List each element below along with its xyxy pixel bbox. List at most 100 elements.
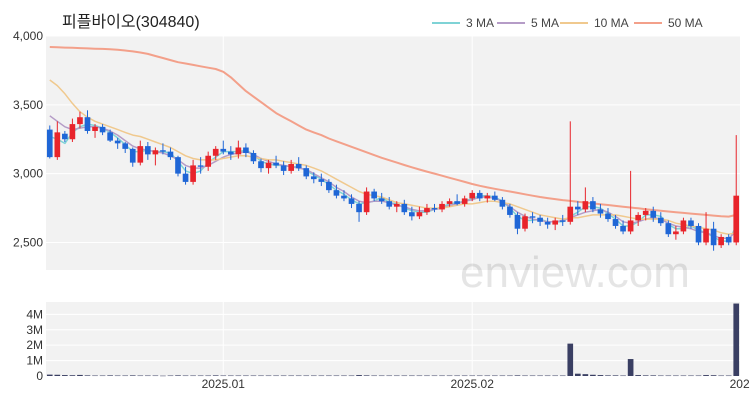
candle-body: [454, 201, 460, 204]
volume-bar: [680, 375, 687, 377]
candle-body: [393, 203, 400, 207]
volume-bar: [265, 375, 272, 377]
volume-bar: [650, 375, 657, 376]
volume-bar: [476, 375, 483, 377]
candle-body: [137, 146, 144, 163]
volume-bar: [145, 375, 151, 377]
volume-bar: [507, 375, 513, 377]
price-tick-label: 2,500: [13, 235, 43, 249]
volume-bar: [99, 375, 106, 377]
candle-body: [77, 117, 83, 125]
volume-bar: [409, 375, 415, 377]
candle-body: [363, 191, 370, 213]
volume-tick-label: 1M: [26, 354, 43, 368]
candle-body: [590, 201, 596, 210]
volume-tick-label: 0: [36, 369, 43, 383]
volume-bar: [657, 375, 664, 377]
candle-body: [582, 201, 589, 210]
candle-body: [107, 132, 113, 141]
candle-body: [537, 217, 543, 222]
candle-body: [559, 220, 566, 222]
candle-body: [688, 220, 694, 226]
volume-bar: [62, 375, 68, 376]
volume-bar: [243, 375, 249, 377]
candle-body: [665, 223, 672, 235]
candle-body: [114, 140, 121, 144]
legend-label: 10 MA: [594, 16, 629, 30]
candle-body: [574, 206, 581, 210]
volume-bar: [378, 375, 385, 377]
volume-bar: [627, 359, 634, 376]
volume-bar: [205, 375, 212, 377]
volume-bar: [590, 374, 596, 376]
candle-body: [431, 208, 438, 210]
volume-bar: [597, 375, 604, 376]
volume-bar: [356, 375, 362, 376]
candle-body: [99, 126, 106, 133]
volume-bar: [544, 375, 551, 377]
candle-body: [409, 212, 415, 217]
candle-body: [642, 210, 649, 215]
date-tick-label: 2025.01: [202, 377, 246, 391]
candle-body: [54, 132, 61, 158]
volume-bar: [492, 375, 498, 377]
volume-bar: [310, 375, 317, 377]
candle-body: [303, 168, 310, 177]
candle-body: [673, 231, 679, 235]
candle-body: [212, 148, 219, 156]
candle-body: [295, 164, 302, 169]
volume-bar: [363, 375, 370, 376]
volume-bar: [129, 375, 136, 376]
volume-tick-label: 2M: [26, 338, 43, 352]
candle-body: [197, 165, 204, 167]
volume-bar: [167, 375, 174, 377]
volume-bar: [137, 375, 144, 377]
volume-bar: [522, 375, 528, 377]
volume-bar: [582, 374, 589, 376]
candle-body: [326, 181, 332, 191]
volume-bar: [295, 375, 302, 377]
volume-bar: [688, 375, 694, 377]
date-tick-label: 2025.03: [730, 377, 750, 391]
candle-body: [605, 213, 611, 220]
candle-body: [348, 198, 355, 204]
volume-bar: [114, 375, 121, 377]
candle-body: [167, 151, 174, 158]
candle-body: [424, 208, 430, 213]
candle-body: [507, 206, 513, 215]
volume-bar: [160, 375, 166, 377]
candle-body: [160, 150, 166, 152]
volume-bar: [175, 375, 181, 376]
volume-bar: [605, 375, 611, 376]
volume-bars: [46, 303, 740, 377]
candle-body: [333, 190, 340, 196]
candle-body: [627, 220, 634, 232]
volume-bar: [280, 375, 287, 377]
volume-bar: [84, 375, 91, 376]
volume-bar: [401, 375, 408, 377]
candle-body: [341, 195, 347, 199]
volume-bar: [461, 375, 468, 377]
candle-body: [92, 126, 98, 131]
candle-body: [439, 203, 445, 210]
candle-body: [544, 221, 551, 225]
candle-body: [84, 117, 91, 131]
volume-bar: [695, 375, 702, 377]
candle-body: [273, 162, 279, 166]
price-axis: 2,500 3,000 3,500 4,000: [13, 29, 43, 249]
volume-bar: [333, 375, 340, 377]
volume-bar: [371, 375, 377, 377]
candle-body: [220, 148, 227, 152]
candle-body: [258, 161, 264, 169]
volume-tick-label: 4M: [26, 307, 43, 321]
volume-bar: [725, 375, 732, 377]
volume-bar: [574, 373, 581, 376]
moving-averages: [49, 46, 737, 242]
candle-body: [620, 225, 626, 232]
volume-bar: [612, 375, 619, 376]
volume-bar: [454, 375, 460, 377]
volume-bar: [54, 374, 61, 376]
volume-bar: [197, 375, 204, 377]
legend-label: 3 MA: [466, 16, 494, 30]
